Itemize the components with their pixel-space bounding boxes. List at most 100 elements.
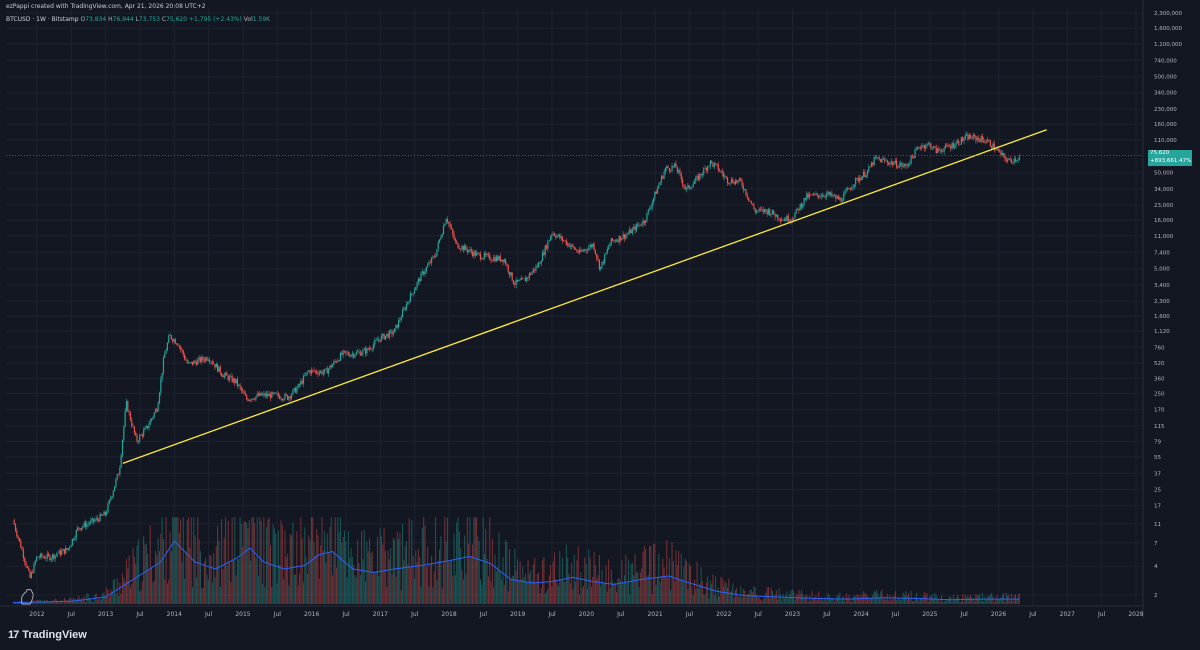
candle-body	[564, 240, 566, 242]
price-axis[interactable]: 2471117253755791151702503605207601,1201,…	[1142, 0, 1182, 618]
candle-body	[499, 255, 501, 262]
candle-body	[156, 409, 158, 412]
volume-bar	[974, 601, 976, 604]
candle-body	[744, 189, 746, 190]
candle-body	[131, 420, 133, 426]
time-axis[interactable]: 2012 Jul 2013 Jul 2014 Jul 2015 Jul 2016 Jul 2017 J…	[0, 605, 1144, 618]
candle-body	[643, 220, 645, 224]
candle-body	[514, 284, 516, 285]
candle-body	[515, 279, 517, 285]
volume-bar	[738, 597, 740, 604]
candle-body	[890, 161, 892, 163]
candle-body	[407, 302, 409, 304]
volume-bar	[276, 583, 278, 604]
candle-body	[610, 238, 612, 244]
candle-body	[337, 360, 339, 363]
volume-bar	[837, 595, 839, 604]
volume-bar	[849, 600, 851, 604]
volume-bar	[229, 562, 231, 604]
candle-body	[265, 393, 268, 397]
price-tick-label: 230,000	[1154, 107, 1177, 113]
candle-body	[847, 188, 849, 191]
candle-body	[578, 249, 581, 253]
candle-body	[195, 361, 198, 365]
candle-body	[57, 553, 59, 555]
candle-body	[856, 177, 858, 179]
volume-bar	[380, 536, 382, 604]
candle-body	[538, 262, 540, 267]
candle-body	[995, 149, 997, 151]
candle-body	[991, 146, 993, 149]
volume-bar	[197, 517, 199, 604]
candle-body	[444, 224, 446, 227]
candle-body	[285, 394, 287, 396]
volume-bar	[74, 599, 76, 604]
volume-bar	[207, 580, 209, 604]
volume-bar	[308, 535, 310, 604]
volume-bar	[551, 586, 553, 604]
candle-body	[909, 163, 911, 165]
volume-bar	[148, 569, 150, 604]
volume-bar	[531, 580, 533, 604]
candle-body	[518, 280, 520, 282]
candle-body	[680, 173, 682, 180]
volume-bar	[457, 517, 459, 604]
candle-body	[489, 254, 491, 260]
candle-body	[800, 204, 803, 208]
candle-body	[322, 372, 324, 375]
volume-bar	[937, 599, 939, 604]
candle-body	[251, 398, 253, 401]
volume-bar	[737, 595, 739, 604]
volume-bar	[606, 591, 608, 604]
volume-bar	[313, 542, 315, 604]
candle-body	[473, 251, 475, 256]
volume-bar	[884, 596, 886, 604]
volume-ma-path	[12, 540, 1020, 604]
volume-bar	[701, 581, 703, 604]
candle-body	[604, 254, 606, 264]
candle-body	[250, 399, 252, 401]
candle-body	[794, 213, 796, 219]
candle-body	[697, 175, 700, 180]
candle-body	[76, 527, 79, 531]
volume-bar	[186, 519, 188, 604]
volume-bar	[538, 572, 540, 604]
candle-body	[217, 364, 219, 372]
volume-bar	[795, 593, 797, 604]
candle-body	[231, 375, 233, 382]
candle-body	[371, 348, 373, 350]
candle-body	[353, 353, 355, 358]
time-tick-label: 2018	[441, 611, 456, 618]
volume-bar	[324, 531, 326, 604]
candle-body	[839, 197, 841, 200]
time-tick-label: Jul	[1097, 611, 1106, 618]
candle-body	[844, 191, 846, 194]
candle-body	[645, 221, 647, 224]
candle-body	[263, 393, 265, 395]
candle-body	[42, 556, 44, 558]
open-value: 73,834	[85, 16, 107, 23]
candle-body	[374, 340, 376, 345]
volume-bar	[766, 587, 768, 604]
volume-bar	[745, 597, 747, 604]
volume-bar	[468, 543, 470, 604]
volume-bar	[362, 559, 364, 604]
volume-bar	[520, 579, 522, 604]
volume-bar	[540, 588, 542, 604]
candle-body	[408, 301, 410, 303]
candle-body	[918, 147, 920, 148]
candle-body	[168, 335, 170, 343]
candle-body	[18, 537, 21, 541]
candle-body	[716, 163, 718, 165]
volume-bar	[338, 532, 340, 604]
candle-body	[786, 215, 788, 221]
price-tick-label: 16,000	[1154, 218, 1174, 224]
candle-body	[189, 362, 191, 364]
trendline[interactable]	[122, 129, 1047, 464]
volume-bar	[494, 554, 496, 604]
volume-bar	[711, 584, 713, 604]
symbol-label[interactable]: BTCUSD · 1W · Bitstamp	[6, 16, 79, 23]
tradingview-logo[interactable]: 17 TradingView	[8, 629, 87, 641]
volume-bar	[785, 595, 787, 604]
